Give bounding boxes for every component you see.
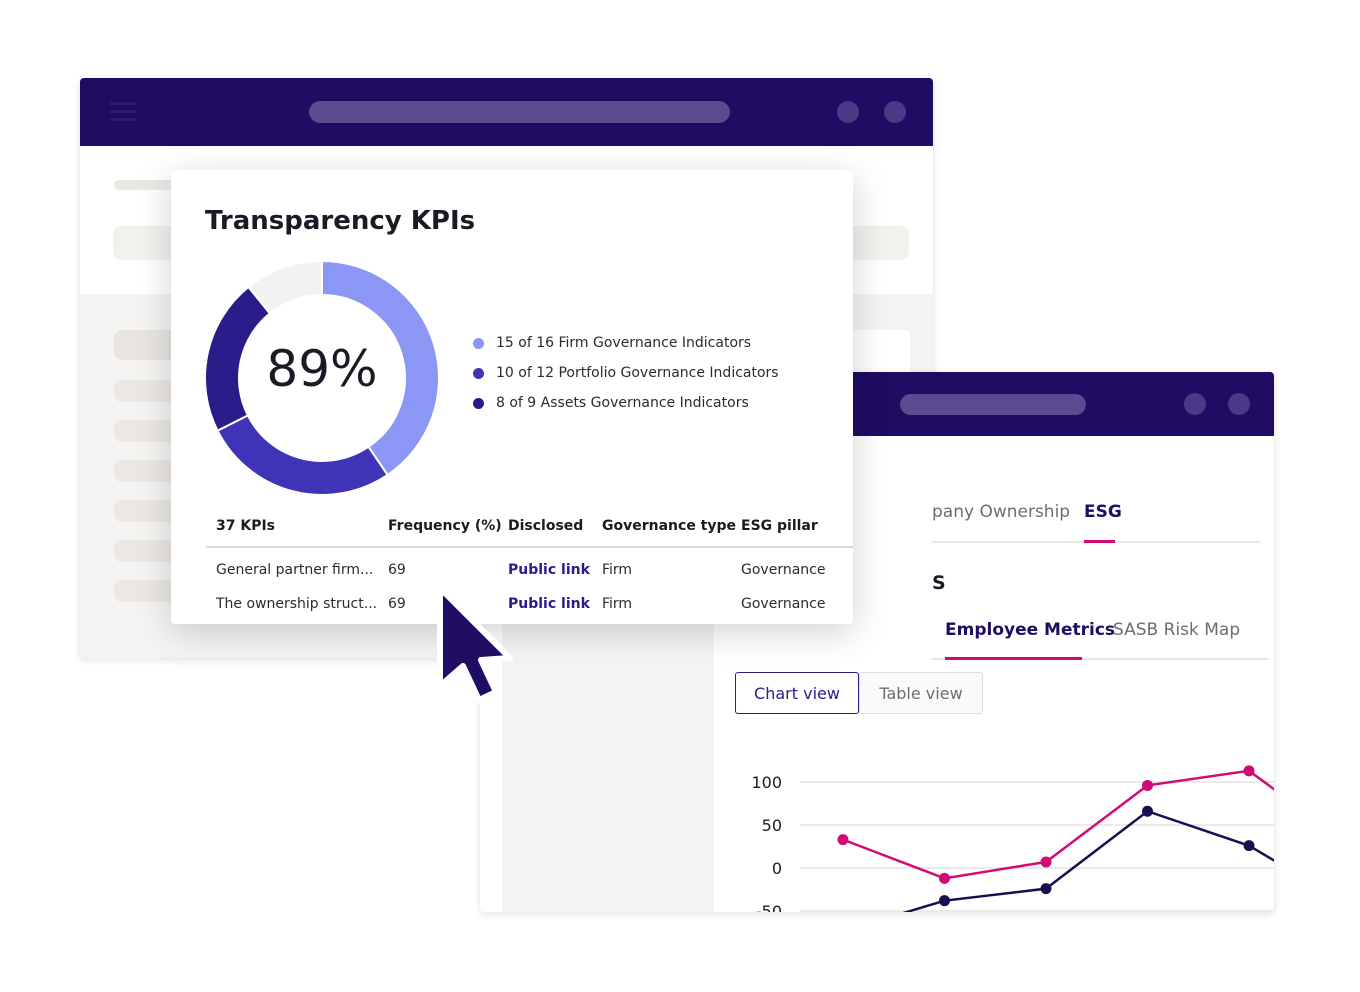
subtab-employee-metrics[interactable]: Employee Metrics bbox=[945, 620, 1115, 640]
y-tick-label: 50 bbox=[762, 816, 782, 835]
subtab-sasb-risk-map[interactable]: SASB Risk Map bbox=[1113, 620, 1240, 640]
legend-label: 10 of 12 Portfolio Governance Indicators bbox=[496, 365, 779, 381]
donut-percent-label: 89% bbox=[204, 340, 440, 398]
tab-company-ownership[interactable]: pany Ownership bbox=[932, 502, 1070, 522]
legend-label: 15 of 16 Firm Governance Indicators bbox=[496, 335, 751, 351]
column-header-kpis[interactable]: 37 KPIs bbox=[216, 518, 275, 534]
esg-window-control-2[interactable] bbox=[1228, 393, 1250, 415]
data-point[interactable] bbox=[1041, 856, 1052, 867]
data-point[interactable] bbox=[939, 873, 950, 884]
legend-label: 8 of 9 Assets Governance Indicators bbox=[496, 395, 749, 411]
transparency-kpi-card: Transparency KPIs 89% 15 of 16 Firm Gove… bbox=[171, 170, 853, 624]
donut-segment-1 bbox=[218, 415, 388, 495]
tab-esg[interactable]: ESG bbox=[1084, 502, 1122, 522]
y-tick-label: 100 bbox=[751, 773, 782, 792]
back-window-header bbox=[80, 78, 933, 146]
legend-dot-icon bbox=[473, 368, 484, 379]
employee-metrics-chart: 100 50 0 -50 bbox=[720, 728, 1274, 912]
subtab-employee-metrics-underline bbox=[945, 657, 1082, 660]
data-point[interactable] bbox=[1142, 780, 1153, 791]
y-tick-label: -50 bbox=[756, 902, 782, 912]
data-point[interactable] bbox=[838, 834, 849, 845]
back-address-bar[interactable] bbox=[309, 101, 730, 123]
back-window-control-1[interactable] bbox=[837, 101, 859, 123]
public-link[interactable]: Public link bbox=[508, 596, 590, 612]
legend-dot-icon bbox=[473, 338, 484, 349]
table-view-button[interactable]: Table view bbox=[859, 672, 983, 714]
data-point[interactable] bbox=[1244, 840, 1255, 851]
table-cell-frequency: 69 bbox=[388, 596, 406, 612]
esg-address-bar[interactable] bbox=[900, 394, 1086, 415]
data-point[interactable] bbox=[1142, 806, 1153, 817]
y-tick-label: 0 bbox=[772, 859, 782, 878]
table-cell-kpi: General partner firm... bbox=[216, 562, 373, 578]
tab-esg-underline bbox=[1084, 540, 1115, 543]
esg-window-control-1[interactable] bbox=[1184, 393, 1206, 415]
legend-dot-icon bbox=[473, 398, 484, 409]
column-header-frequency[interactable]: Frequency (%) bbox=[388, 518, 502, 534]
table-cell-governance-type: Firm bbox=[602, 562, 632, 578]
column-header-disclosed[interactable]: Disclosed bbox=[508, 518, 583, 534]
table-cell-esg-pillar: Governance bbox=[741, 596, 825, 612]
hamburger-menu-icon[interactable] bbox=[110, 102, 136, 122]
table-cell-governance-type: Firm bbox=[602, 596, 632, 612]
data-point[interactable] bbox=[1244, 765, 1255, 776]
table-cell-esg-pillar: Governance bbox=[741, 562, 825, 578]
table-cell-frequency: 69 bbox=[388, 562, 406, 578]
data-point[interactable] bbox=[939, 895, 950, 906]
column-header-esg-pillar[interactable]: ESG pillar bbox=[741, 518, 818, 534]
section-title-fragment: S bbox=[932, 572, 946, 594]
column-header-governance-type[interactable]: Governance type bbox=[602, 518, 736, 534]
table-cell-kpi: The ownership struct... bbox=[216, 596, 377, 612]
legend-item: 10 of 12 Portfolio Governance Indicators bbox=[473, 365, 779, 381]
legend-item: 8 of 9 Assets Governance Indicators bbox=[473, 395, 749, 411]
table-header-rule bbox=[206, 546, 853, 548]
back-window-control-2[interactable] bbox=[884, 101, 906, 123]
mouse-cursor-icon bbox=[432, 582, 516, 706]
legend-item: 15 of 16 Firm Governance Indicators bbox=[473, 335, 751, 351]
kpi-card-title: Transparency KPIs bbox=[205, 206, 475, 236]
public-link[interactable]: Public link bbox=[508, 562, 590, 578]
data-point[interactable] bbox=[1041, 883, 1052, 894]
chart-view-button[interactable]: Chart view bbox=[735, 672, 859, 714]
